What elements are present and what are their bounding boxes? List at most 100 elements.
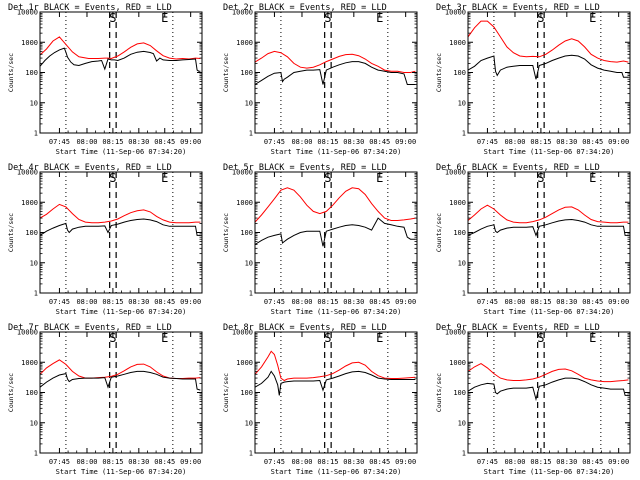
start-marker: S	[109, 331, 116, 345]
y-tick-label: 100	[240, 389, 253, 397]
start-marker: S	[537, 11, 544, 25]
x-tick-label: 09:00	[608, 138, 629, 146]
y-tick-label: 1000	[449, 39, 466, 47]
lld-series-line	[254, 350, 416, 382]
y-axis-label: Counts/sec	[435, 373, 443, 412]
y-tick-label: 1000	[449, 359, 466, 367]
x-tick-label: 09:00	[180, 458, 201, 466]
y-tick-label: 10	[245, 259, 253, 267]
y-axis-label: Counts/sec	[222, 53, 230, 92]
lld-series-line	[467, 363, 629, 383]
y-tick-label: 100	[453, 69, 466, 77]
x-tick-label: 08:15	[317, 458, 338, 466]
x-tick-label: 07:45	[49, 298, 70, 306]
x-tick-label: 08:15	[530, 138, 551, 146]
x-tick-label: 08:30	[556, 298, 577, 306]
events-series-line	[254, 217, 416, 247]
x-tick-label: 09:00	[395, 458, 416, 466]
y-tick-label: 10000	[445, 169, 466, 177]
start-marker: S	[324, 171, 331, 185]
y-tick-label: 1000	[236, 39, 253, 47]
x-tick-label: 08:00	[291, 138, 312, 146]
x-tick-label: 07:45	[477, 138, 498, 146]
x-tick-label: 08:15	[317, 138, 338, 146]
panel-title: Det 1r BLACK = Events, RED = LLD	[8, 3, 172, 13]
plot-frame	[39, 11, 203, 134]
y-tick-label: 10	[458, 259, 466, 267]
x-tick-label: 08:45	[369, 298, 390, 306]
panel-title: Det 9r BLACK = Events, RED = LLD	[436, 323, 600, 333]
x-tick-label: 08:00	[291, 298, 312, 306]
y-tick-label: 10	[245, 419, 253, 427]
x-tick-label: 08:15	[530, 298, 551, 306]
x-tick-label: 07:45	[477, 458, 498, 466]
lld-series-line	[39, 36, 201, 60]
end-marker: E	[589, 171, 596, 185]
x-tick-label: 07:45	[49, 138, 70, 146]
x-tick-label: 08:45	[582, 298, 603, 306]
y-tick-label: 100	[453, 389, 466, 397]
y-tick-label: 1000	[449, 199, 466, 207]
start-marker: S	[324, 331, 331, 345]
x-axis-label: Start Time (11-Sep-06 07:34:20)	[56, 148, 187, 156]
plot-frame	[467, 11, 631, 134]
x-tick-label: 07:45	[477, 298, 498, 306]
events-series-line	[254, 370, 416, 396]
x-axis-label: Start Time (11-Sep-06 07:34:20)	[271, 468, 402, 476]
y-axis-label: Counts/sec	[222, 213, 230, 252]
events-series-line	[467, 218, 629, 237]
y-tick-label: 1	[249, 450, 253, 458]
y-tick-label: 10000	[17, 169, 38, 177]
x-tick-label: 08:45	[154, 458, 175, 466]
plot-frame	[39, 171, 203, 294]
y-tick-label: 10	[458, 99, 466, 107]
events-series-line	[39, 370, 201, 391]
end-marker: E	[376, 171, 383, 185]
x-tick-label: 08:00	[504, 138, 525, 146]
x-tick-label: 09:00	[180, 138, 201, 146]
lld-series-line	[254, 50, 416, 73]
y-axis-label: Counts/sec	[7, 373, 15, 412]
y-axis-label: Counts/sec	[222, 373, 230, 412]
lld-series-line	[39, 203, 201, 224]
x-tick-label: 08:45	[369, 138, 390, 146]
panel-title: Det 8r BLACK = Events, RED = LLD	[223, 323, 387, 333]
end-marker: E	[161, 171, 168, 185]
x-axis-label: Start Time (11-Sep-06 07:34:20)	[56, 468, 187, 476]
lld-series-line	[467, 20, 629, 63]
panel-title: Det 2r BLACK = Events, RED = LLD	[223, 3, 387, 13]
y-tick-label: 10	[458, 419, 466, 427]
x-tick-label: 09:00	[608, 458, 629, 466]
y-tick-label: 1	[462, 130, 466, 138]
y-tick-label: 1	[249, 130, 253, 138]
x-tick-label: 08:45	[154, 298, 175, 306]
y-tick-label: 1000	[21, 359, 38, 367]
y-tick-label: 100	[240, 69, 253, 77]
x-tick-label: 09:00	[395, 138, 416, 146]
x-tick-label: 08:30	[556, 458, 577, 466]
start-marker: S	[109, 11, 116, 25]
x-tick-label: 09:00	[180, 298, 201, 306]
x-tick-label: 08:00	[291, 458, 312, 466]
y-axis-label: Counts/sec	[7, 53, 15, 92]
y-tick-label: 10000	[17, 9, 38, 17]
end-marker: E	[161, 11, 168, 25]
panel-title: Det 3r BLACK = Events, RED = LLD	[436, 3, 600, 13]
x-axis-label: Start Time (11-Sep-06 07:34:20)	[484, 148, 615, 156]
y-tick-label: 100	[25, 389, 38, 397]
x-tick-label: 08:15	[102, 138, 123, 146]
start-marker: S	[109, 171, 116, 185]
x-tick-label: 08:00	[76, 458, 97, 466]
x-tick-label: 08:15	[530, 458, 551, 466]
y-tick-label: 10	[30, 419, 38, 427]
x-tick-label: 08:00	[504, 298, 525, 306]
y-axis-label: Counts/sec	[7, 213, 15, 252]
y-tick-label: 10000	[17, 329, 38, 337]
y-tick-label: 1	[34, 130, 38, 138]
